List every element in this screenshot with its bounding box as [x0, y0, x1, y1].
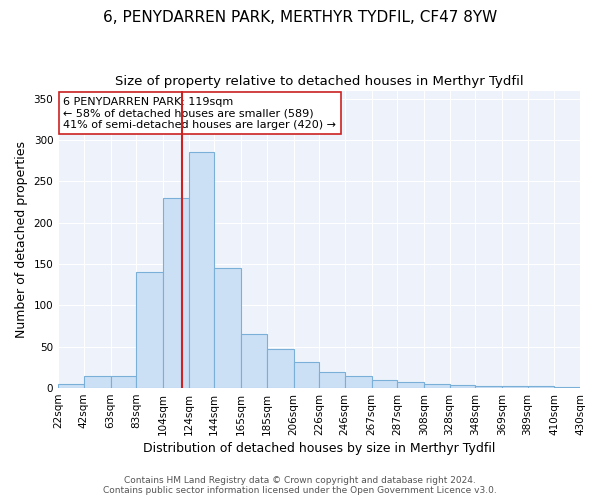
Y-axis label: Number of detached properties: Number of detached properties: [15, 141, 28, 338]
Bar: [344, 376, 371, 388]
Bar: [527, 386, 554, 388]
Text: Contains HM Land Registry data © Crown copyright and database right 2024.
Contai: Contains HM Land Registry data © Crown c…: [103, 476, 497, 495]
Bar: [502, 386, 527, 388]
Bar: [214, 268, 241, 388]
Bar: [397, 382, 424, 388]
Bar: [371, 380, 397, 388]
Bar: [424, 384, 449, 388]
Bar: [554, 387, 580, 388]
Bar: [293, 362, 319, 388]
Bar: [449, 385, 475, 388]
Text: 6, PENYDARREN PARK, MERTHYR TYDFIL, CF47 8YW: 6, PENYDARREN PARK, MERTHYR TYDFIL, CF47…: [103, 10, 497, 25]
Bar: [319, 372, 344, 388]
Title: Size of property relative to detached houses in Merthyr Tydfil: Size of property relative to detached ho…: [115, 75, 523, 88]
Bar: [475, 386, 502, 388]
Bar: [241, 334, 266, 388]
X-axis label: Distribution of detached houses by size in Merthyr Tydfil: Distribution of detached houses by size …: [143, 442, 495, 455]
Bar: [163, 198, 188, 388]
Bar: [84, 376, 110, 388]
Bar: [136, 272, 163, 388]
Bar: [266, 349, 293, 388]
Text: 6 PENYDARREN PARK: 119sqm
← 58% of detached houses are smaller (589)
41% of semi: 6 PENYDARREN PARK: 119sqm ← 58% of detac…: [64, 96, 337, 130]
Bar: [58, 384, 84, 388]
Bar: [110, 376, 136, 388]
Bar: [188, 152, 214, 388]
